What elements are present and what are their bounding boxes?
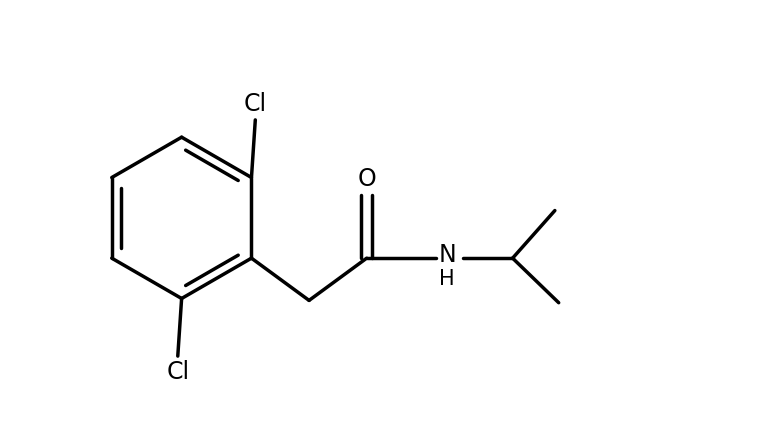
Text: Cl: Cl <box>166 360 189 384</box>
Text: N: N <box>439 243 457 267</box>
Text: Cl: Cl <box>244 92 267 116</box>
Text: H: H <box>439 269 454 289</box>
Text: O: O <box>357 166 376 190</box>
